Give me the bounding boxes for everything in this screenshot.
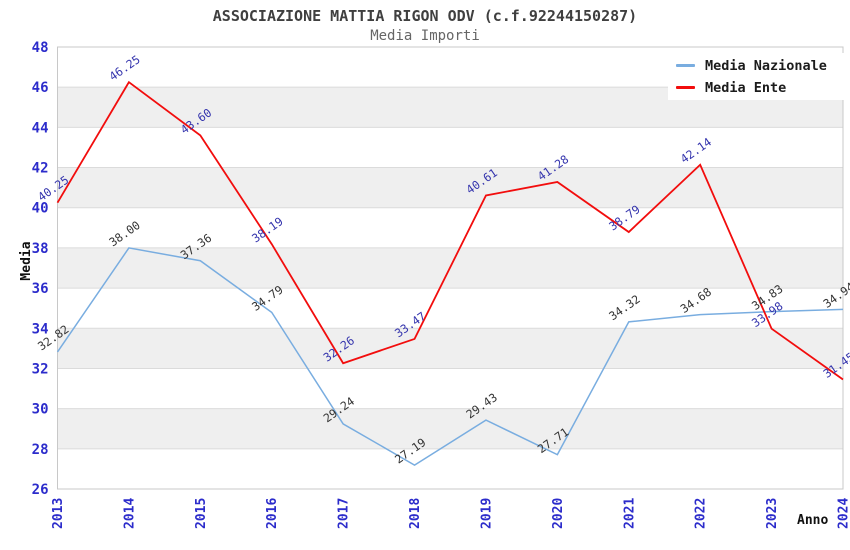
x-tick-label: 2018 <box>408 498 423 529</box>
x-tick-label: 2016 <box>265 498 280 529</box>
y-tick-label: 40 <box>32 201 49 217</box>
chart-title: ASSOCIAZIONE MATTIA RIGON ODV (c.f.92244… <box>212 7 638 25</box>
y-tick-label: 44 <box>32 120 49 136</box>
y-tick-label: 46 <box>32 80 49 96</box>
x-tick-label: 2015 <box>194 498 209 529</box>
y-tick-label: 48 <box>32 40 49 56</box>
media-nazionale-line-icon <box>676 64 695 67</box>
data-label: 42.14 <box>678 135 714 166</box>
x-tick-label: 2019 <box>479 498 494 529</box>
x-tick-label: 2024 <box>837 498 850 529</box>
y-tick-label: 30 <box>32 402 49 418</box>
x-tick-label: 2022 <box>694 498 709 529</box>
series-line-media-ente <box>56 80 844 381</box>
data-label: 38.00 <box>106 218 142 249</box>
y-tick-label: 32 <box>32 361 49 377</box>
x-tick-label: 2013 <box>51 498 66 529</box>
data-label: 34.68 <box>678 285 714 316</box>
x-tick-label: 2014 <box>122 498 137 529</box>
y-tick-label: 26 <box>32 482 49 498</box>
data-label: 34.32 <box>606 292 642 323</box>
data-label: 46.25 <box>106 52 142 83</box>
y-tick-label: 38 <box>32 241 49 257</box>
legend-label: Media Ente <box>705 79 787 96</box>
series-line-media-nazionale <box>56 247 844 466</box>
x-tick-label: 2017 <box>337 498 352 529</box>
grid-band <box>57 328 843 369</box>
legend: Media Nazionale Media Ente <box>668 53 845 100</box>
y-tick-label: 28 <box>32 442 49 458</box>
grid-band <box>57 167 843 208</box>
y-tick-label: 34 <box>32 321 49 337</box>
media-ente-line-icon <box>676 86 695 89</box>
legend-item-media-ente: Media Ente <box>676 79 845 97</box>
chart-subtitle: Media Importi <box>370 28 480 44</box>
y-tick-label: 42 <box>32 161 49 177</box>
plot-border <box>57 46 844 490</box>
x-tick-label: 2023 <box>765 498 780 529</box>
y-axis-title: Media <box>19 241 34 281</box>
legend-label: Media Nazionale <box>705 57 827 74</box>
legend-item-media-nazionale: Media Nazionale <box>676 57 845 75</box>
y-tick-label: 36 <box>32 281 49 297</box>
x-axis-title: Anno <box>797 513 829 528</box>
x-tick-label: 2021 <box>622 498 637 529</box>
x-tick-label: 2020 <box>551 498 566 529</box>
